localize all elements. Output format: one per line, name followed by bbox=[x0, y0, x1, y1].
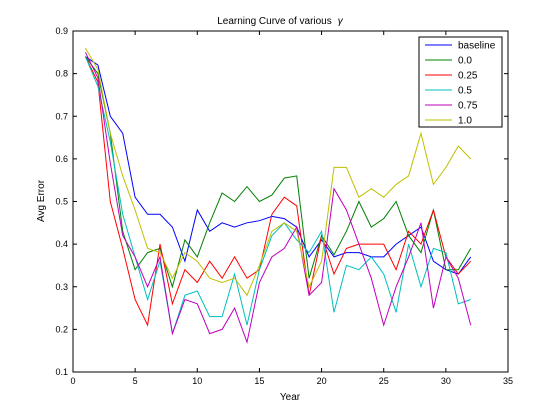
y-tick-label: 0.6 bbox=[55, 154, 68, 164]
x-tick-label: 10 bbox=[192, 376, 202, 386]
series-line-1 bbox=[84, 56, 472, 289]
chart-title: Learning Curve of various γ bbox=[217, 16, 344, 27]
chart-title-text: Learning Curve of various bbox=[217, 16, 332, 27]
y-tick-label: 0.8 bbox=[55, 69, 68, 79]
legend-label-1: 0.0 bbox=[458, 56, 472, 67]
y-tick-label: 0.5 bbox=[55, 197, 68, 207]
y-tick-label: 0.1 bbox=[55, 367, 68, 377]
legend-label-2: 0.25 bbox=[458, 71, 478, 82]
series-line-4 bbox=[84, 52, 472, 345]
x-axis-label: Year bbox=[280, 392, 301, 403]
series-layer bbox=[84, 47, 472, 345]
y-tick-label: 0.3 bbox=[55, 282, 68, 292]
x-tick-label: 35 bbox=[503, 376, 513, 386]
legend: baseline 0.0 0.25 0.5 0.75 1.0 bbox=[418, 36, 503, 128]
series-line-5 bbox=[84, 47, 472, 297]
y-tick-label: 0.2 bbox=[55, 324, 68, 334]
legend-label-4: 0.75 bbox=[458, 101, 478, 112]
y-tick-label: 0.7 bbox=[55, 111, 68, 121]
y-tick-label: 0.9 bbox=[55, 26, 68, 36]
legend-label-5: 1.0 bbox=[458, 116, 472, 127]
chart-title-symbol: γ bbox=[338, 16, 344, 27]
x-tick-label: 25 bbox=[379, 376, 389, 386]
y-tick-label: 0.4 bbox=[55, 239, 68, 249]
series-line-3 bbox=[84, 56, 471, 334]
legend-label-0: baseline bbox=[458, 41, 496, 52]
x-tick-label: 20 bbox=[317, 376, 327, 386]
ticks-layer: 0 5 10 15 20 25 30 35 0.1 0.2 0.3 0.4 0.5 0.6 0.7 0.8 0.… bbox=[55, 26, 513, 386]
series-line-2 bbox=[84, 56, 472, 327]
legend-label-3: 0.5 bbox=[458, 86, 472, 97]
legend-box bbox=[418, 36, 503, 128]
x-tick-label: 5 bbox=[133, 376, 138, 386]
x-tick-label: 30 bbox=[441, 376, 451, 386]
x-tick-label: 0 bbox=[70, 376, 75, 386]
y-axis-label: Avg Error bbox=[36, 179, 47, 222]
x-tick-label: 15 bbox=[254, 376, 264, 386]
